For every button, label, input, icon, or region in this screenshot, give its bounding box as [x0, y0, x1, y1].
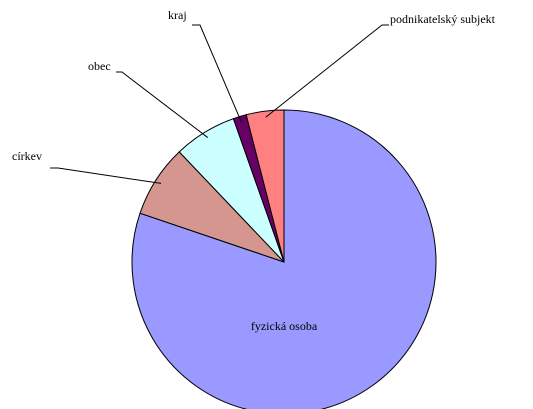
leader-line [50, 167, 162, 184]
leader-line [265, 24, 389, 118]
leader-line [116, 71, 209, 138]
slice-label: podnikatelský subjekt [390, 12, 496, 26]
slice-label: církev [12, 149, 42, 163]
pie-slice [245, 109, 285, 263]
slice-label: fyzická osoba [251, 319, 318, 333]
pie-slice [131, 109, 437, 409]
leader-line [192, 24, 242, 123]
slice-label: kraj [168, 8, 187, 22]
slice-label: obec [88, 59, 111, 73]
